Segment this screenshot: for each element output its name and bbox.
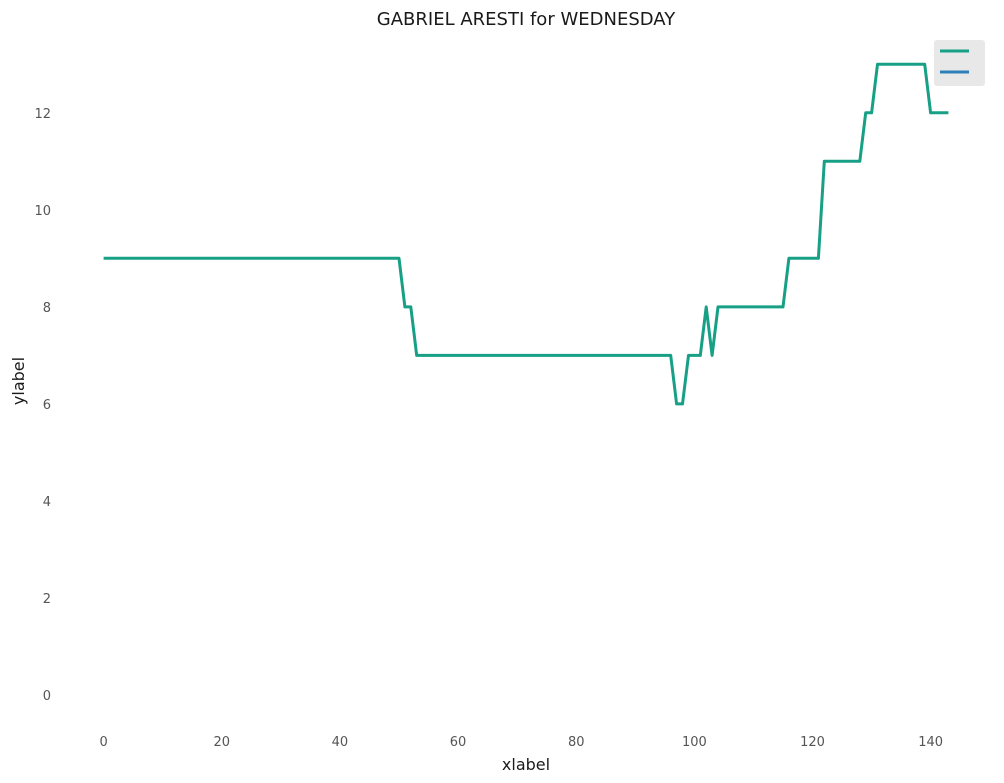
y-tick-label: 6 (43, 398, 51, 413)
series-layer (103, 62, 949, 406)
x-tick-label: 80 (568, 735, 585, 750)
y-axis-label: ylabel (9, 357, 28, 405)
x-tick-label: 60 (450, 735, 467, 750)
x-tick-label: 40 (332, 735, 349, 750)
x-axis-ticks: 0 20 40 60 80 100 120 140 (99, 735, 943, 750)
x-tick-label: 120 (800, 735, 825, 750)
x-tick-label: 140 (918, 735, 943, 750)
x-axis-label: xlabel (502, 755, 550, 774)
y-tick-label: 8 (43, 301, 51, 316)
x-tick-label: 0 (99, 735, 107, 750)
x-tick-label: 20 (214, 735, 231, 750)
series-line-1 (103, 62, 949, 406)
y-tick-label: 4 (43, 495, 51, 510)
legend-box (934, 40, 985, 86)
x-tick-label: 100 (682, 735, 707, 750)
y-tick-label: 0 (43, 689, 51, 704)
y-tick-label: 2 (43, 592, 51, 607)
legend (934, 40, 985, 86)
y-axis-ticks: 0 2 4 6 8 10 12 (34, 107, 51, 704)
y-tick-label: 10 (34, 204, 51, 219)
chart-title: GABRIEL ARESTI for WEDNESDAY (377, 9, 676, 30)
y-tick-label: 12 (34, 107, 51, 122)
